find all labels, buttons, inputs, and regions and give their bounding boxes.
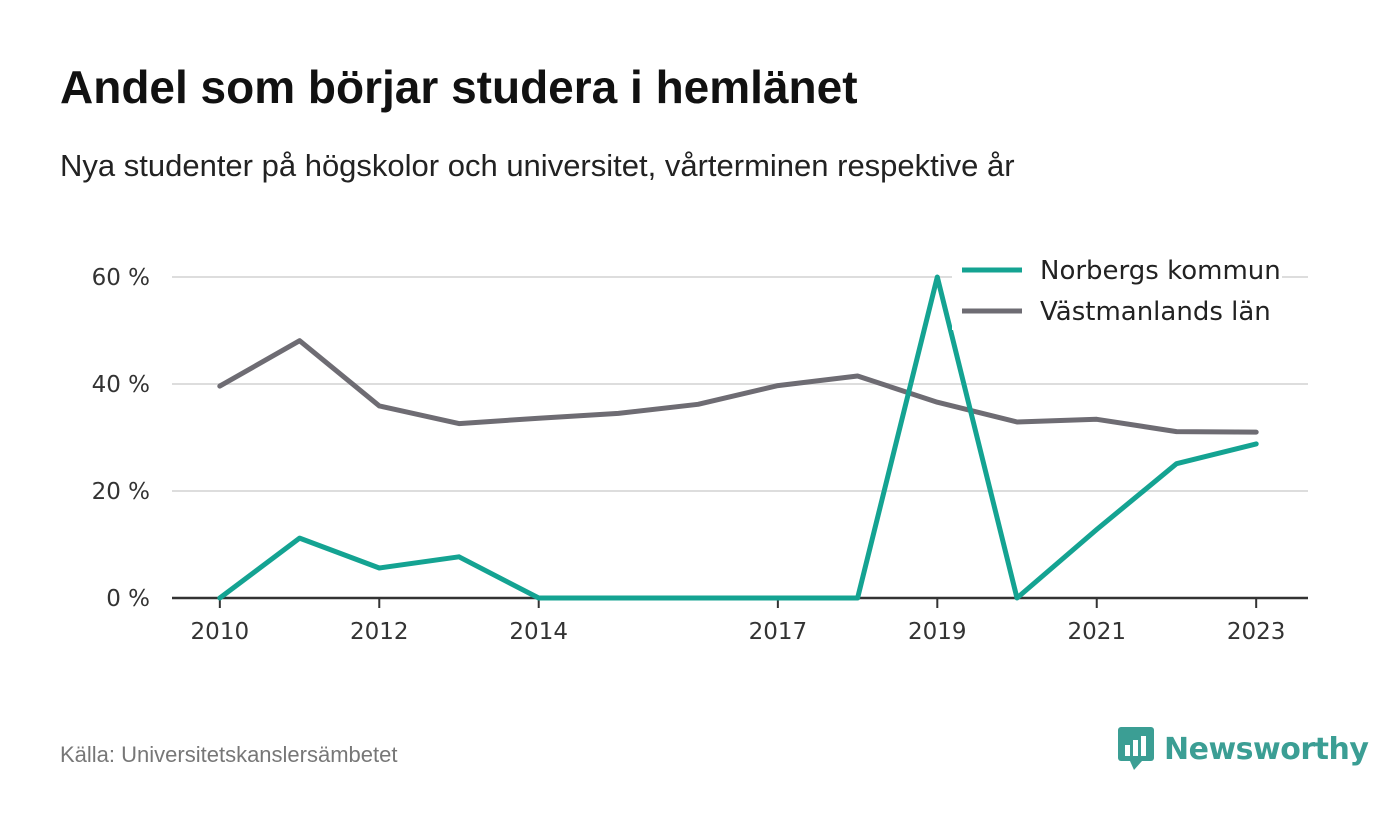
series-lines xyxy=(217,274,1259,601)
line-chart: 0 % 20 % 40 % 60 % 2010 2012 2014 2017 2019 2021… xyxy=(91,248,1308,645)
legend: Norbergs kommun Västmanlands län xyxy=(952,248,1282,330)
series-line xyxy=(217,338,1259,435)
y-tick-label: 0 % xyxy=(106,586,150,612)
x-tick-label: 2023 xyxy=(1227,619,1286,645)
x-tick-label: 2017 xyxy=(749,619,808,645)
y-tick-label: 40 % xyxy=(92,372,150,398)
x-tick-label: 2021 xyxy=(1067,619,1126,645)
series-line xyxy=(217,274,1259,601)
legend-label: Norbergs kommun xyxy=(1040,256,1281,286)
chart-subtitle: Nya studenter på högskolor och universit… xyxy=(60,148,1015,183)
source-note: Källa: Universitetskanslersämbetet xyxy=(60,742,398,767)
y-axis-ticks: 0 % 20 % 40 % 60 % xyxy=(92,265,150,612)
y-tick-label: 20 % xyxy=(92,479,150,505)
newsworthy-logo-icon xyxy=(1118,727,1154,770)
x-tick-label: 2012 xyxy=(350,619,409,645)
brand-name: Newsworthy xyxy=(1164,731,1369,767)
x-tick-label: 2019 xyxy=(908,619,967,645)
x-tick-label: 2014 xyxy=(509,619,568,645)
legend-label: Västmanlands län xyxy=(1040,297,1271,327)
brand-logo: Newsworthy xyxy=(1118,727,1369,771)
x-axis-ticks: 2010 2012 2014 2017 2019 2021 2023 xyxy=(191,598,1286,645)
y-tick-label: 60 % xyxy=(92,265,150,291)
legend-background xyxy=(952,248,1282,330)
x-tick-label: 2010 xyxy=(191,619,250,645)
chart-title: Andel som börjar studera i hemlänet xyxy=(60,61,858,113)
